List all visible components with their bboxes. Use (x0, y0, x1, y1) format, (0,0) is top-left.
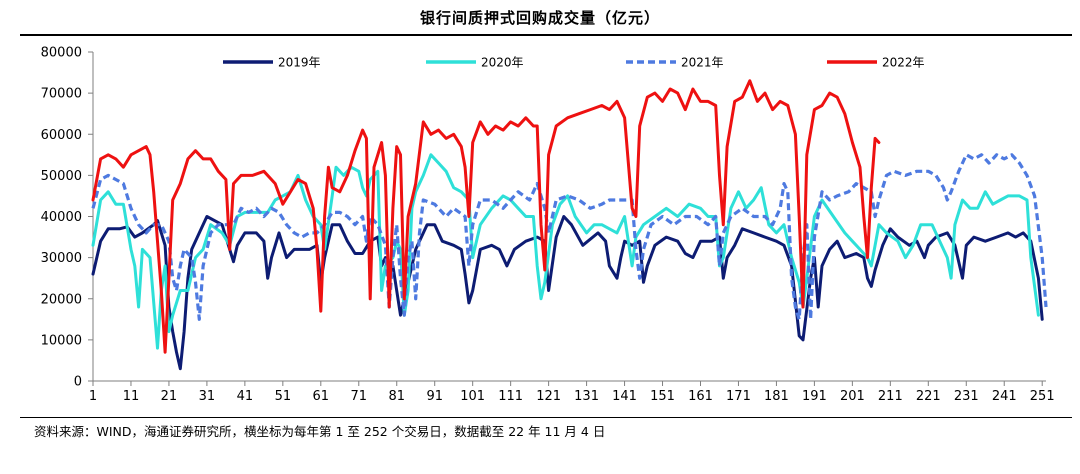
x-tick-label: 31 (199, 389, 216, 404)
y-tick-label: 60000 (41, 128, 82, 143)
x-tick-label: 141 (612, 389, 637, 404)
x-tick-label: 71 (351, 389, 368, 404)
y-tick-label: 40000 (41, 210, 82, 225)
legend-entry-1: 2019年 (223, 56, 321, 70)
y-tick-label: 20000 (41, 292, 82, 307)
legend-label: 2020年 (481, 56, 524, 70)
x-tick-label: 221 (916, 389, 941, 404)
series-line-1 (91, 215, 1044, 371)
footer-divider (20, 417, 1072, 418)
x-tick-label: 121 (536, 389, 561, 404)
y-tick-label: 10000 (41, 333, 82, 348)
x-tick-label: 1 (89, 389, 97, 404)
legend: 2019年 2020年 2021年 2022年 (223, 56, 925, 70)
x-tick-label: 251 (1030, 389, 1055, 404)
x-tick-label: 131 (574, 389, 599, 404)
y-tick-label: 50000 (41, 169, 82, 184)
series-layer (91, 79, 1048, 371)
x-tick-label: 231 (954, 389, 979, 404)
x-tick-label: 91 (426, 389, 443, 404)
x-tick-label: 241 (992, 389, 1017, 404)
x-tick-label: 211 (878, 389, 903, 404)
x-tick-label: 181 (764, 389, 789, 404)
x-tick-label: 21 (161, 389, 178, 404)
x-tick-label: 171 (726, 389, 751, 404)
title-divider (20, 34, 1072, 36)
x-tick-label: 201 (840, 389, 865, 404)
y-tick-label: 80000 (41, 46, 82, 61)
x-tick-label: 41 (237, 389, 254, 404)
legend-label: 2019年 (278, 56, 321, 70)
chart-area: 0 10000 20000 30000 40000 50000 60000 70000 8000… (41, 46, 1055, 405)
x-tick-label: 101 (460, 389, 485, 404)
legend-label: 2022年 (882, 56, 925, 70)
series-line-2 (91, 153, 1040, 350)
x-tick-label: 11 (123, 389, 140, 404)
y-tick-label: 70000 (41, 87, 82, 102)
x-axis: 1 11 21 31 41 51 61 71 81 91 101 111 121 131 141 151 161… (89, 380, 1055, 404)
chart-title: 银行间质押式回购成交量（亿元） (419, 9, 660, 27)
y-axis: 0 10000 20000 30000 40000 50000 60000 70000 8000… (41, 46, 94, 390)
x-tick-label: 61 (313, 389, 330, 404)
x-tick-label: 81 (388, 389, 405, 404)
x-tick-label: 151 (650, 389, 675, 404)
legend-label: 2021年 (681, 56, 724, 70)
x-tick-label: 161 (688, 389, 713, 404)
legend-entry-4: 2022年 (827, 56, 925, 70)
series-line-4 (91, 79, 881, 354)
legend-entry-2: 2020年 (426, 56, 524, 70)
legend-entry-3: 2021年 (626, 56, 724, 70)
source-note: 资料来源：WIND，海通证券研究所，横坐标为每年第 1 至 252 个交易日，数… (34, 424, 606, 439)
x-tick-label: 191 (802, 389, 827, 404)
x-tick-label: 111 (498, 389, 523, 404)
y-tick-label: 0 (74, 375, 82, 390)
title-bar: 银行间质押式回购成交量（亿元） (0, 0, 1080, 36)
x-tick-label: 51 (275, 389, 292, 404)
y-tick-label: 30000 (41, 251, 82, 266)
